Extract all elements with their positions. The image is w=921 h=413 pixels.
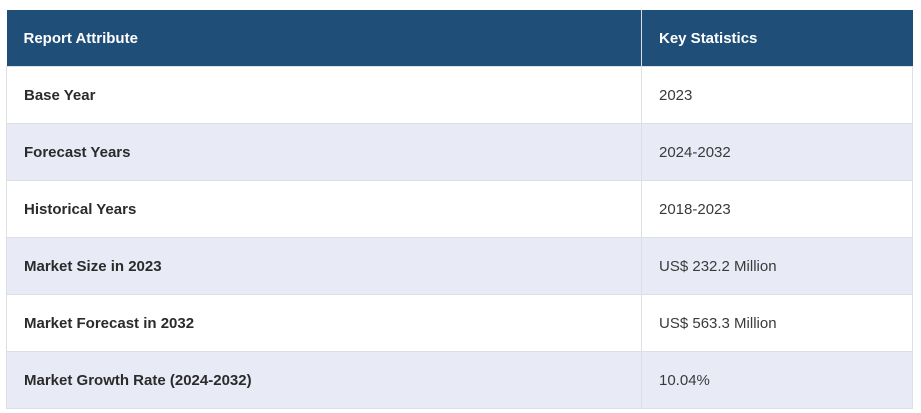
row-attribute: Base Year — [6, 66, 642, 124]
header-report-attribute: Report Attribute — [6, 10, 642, 67]
row-attribute: Market Forecast in 2032 — [6, 294, 642, 352]
report-table-container: Report Attribute Key Statistics Base Yea… — [6, 10, 913, 409]
row-value: 2023 — [641, 66, 913, 124]
table-body: Base Year 2023 Forecast Years 2024-2032 … — [6, 66, 913, 409]
row-attribute: Forecast Years — [6, 123, 642, 181]
table-row: Historical Years 2018-2023 — [6, 180, 913, 238]
table-header: Report Attribute Key Statistics — [6, 10, 913, 67]
row-attribute: Market Growth Rate (2024-2032) — [6, 351, 642, 409]
row-attribute: Historical Years — [6, 180, 642, 238]
row-value: 2024-2032 — [641, 123, 913, 181]
header-key-statistics: Key Statistics — [641, 10, 913, 67]
header-row: Report Attribute Key Statistics — [6, 10, 913, 67]
table-row: Forecast Years 2024-2032 — [6, 123, 913, 181]
table-row: Market Forecast in 2032 US$ 563.3 Millio… — [6, 294, 913, 352]
row-value: 10.04% — [641, 351, 913, 409]
table-row: Base Year 2023 — [6, 66, 913, 124]
row-value: US$ 232.2 Million — [641, 237, 913, 295]
row-attribute: Market Size in 2023 — [6, 237, 642, 295]
row-value: 2018-2023 — [641, 180, 913, 238]
report-statistics-table: Report Attribute Key Statistics Base Yea… — [6, 10, 913, 409]
table-row: Market Size in 2023 US$ 232.2 Million — [6, 237, 913, 295]
table-row: Market Growth Rate (2024-2032) 10.04% — [6, 351, 913, 409]
row-value: US$ 563.3 Million — [641, 294, 913, 352]
